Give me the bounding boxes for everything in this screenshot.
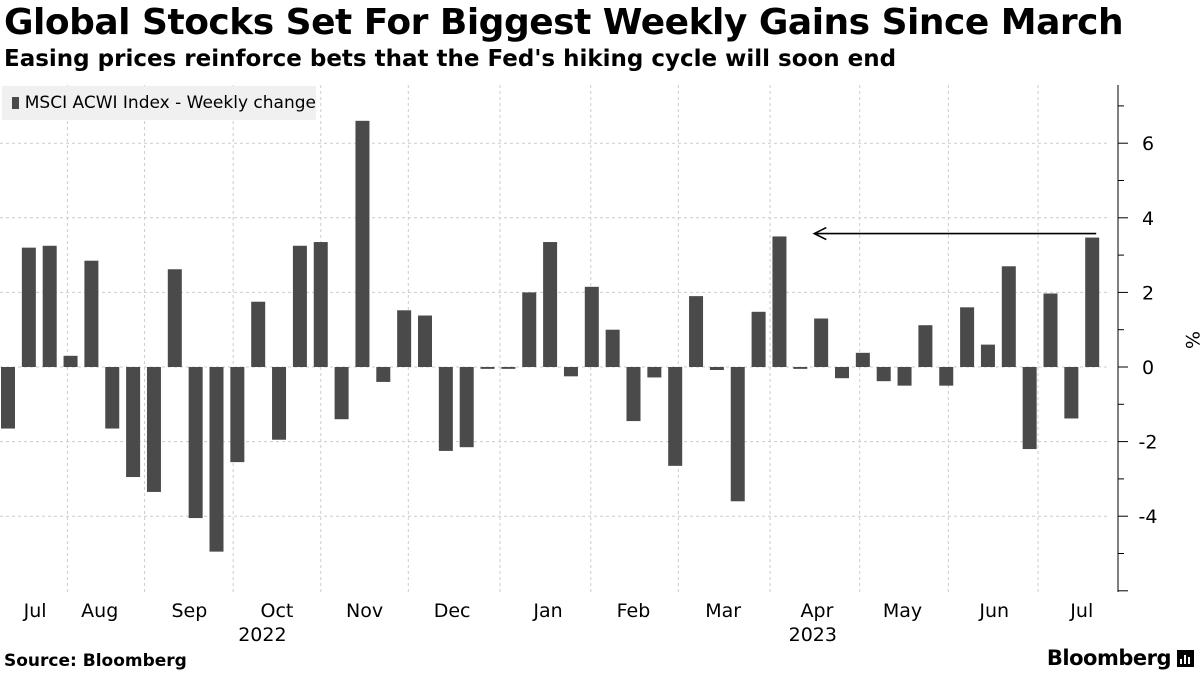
bar (1043, 293, 1058, 367)
bar (272, 367, 287, 440)
x-month-label: Feb (617, 600, 651, 622)
bar (709, 367, 724, 370)
bar (376, 367, 391, 382)
bar (313, 242, 328, 367)
bar (209, 367, 224, 552)
x-month-label: Apr (801, 600, 834, 622)
bar (126, 367, 141, 478)
y-tick-label: 6 (1142, 133, 1154, 155)
bar (939, 367, 954, 386)
x-month-label: Oct (261, 600, 294, 622)
bar (418, 315, 432, 367)
bar (146, 367, 161, 492)
bar (918, 325, 933, 367)
bar (584, 286, 599, 367)
bar (605, 329, 620, 367)
bar (21, 247, 36, 367)
x-month-label: Mar (705, 600, 741, 622)
bar (751, 311, 766, 367)
bar (522, 292, 537, 367)
bar (459, 367, 474, 448)
bar (188, 367, 203, 519)
x-axis-labels: Jul Aug Sep Oct Nov Dec Jan Feb Mar Apr May Jun Jul 2… (23, 600, 1094, 646)
x-year-label: 2023 (789, 624, 837, 646)
bar (84, 260, 99, 367)
bar (355, 120, 370, 367)
brand-logo: Bloomberg (1047, 646, 1194, 670)
x-month-label: Jul (1069, 600, 1093, 622)
x-month-label: Sep (171, 600, 207, 622)
bar (876, 367, 891, 382)
bar (835, 367, 849, 379)
x-month-label: Jan (532, 600, 562, 622)
y-tick-label: 4 (1142, 208, 1154, 230)
bar (855, 352, 870, 367)
annotation (812, 226, 1097, 241)
brand-text: Bloomberg (1046, 646, 1172, 670)
x-year-label: 2022 (238, 624, 286, 646)
bar (668, 367, 683, 466)
bar (230, 367, 245, 463)
y-tick-label: 0 (1142, 357, 1154, 379)
chart-title: Global Stocks Set For Biggest Weekly Gai… (4, 2, 1124, 43)
x-month-label: May (883, 600, 922, 622)
source-note: Source: Bloomberg (4, 651, 187, 671)
bars (1, 120, 1100, 552)
bar (730, 367, 745, 502)
x-month-label: Aug (81, 600, 118, 622)
bar (251, 301, 266, 367)
x-month-label: Nov (346, 600, 383, 622)
y-tick-label: -4 (1139, 506, 1158, 528)
bar (772, 236, 787, 367)
bar (1001, 266, 1016, 367)
bar (793, 367, 808, 369)
bar (105, 367, 120, 429)
bar (960, 307, 975, 367)
bar (897, 367, 912, 386)
bar (626, 367, 641, 422)
legend: MSCI ACWI Index - Weekly change (2, 86, 316, 120)
y-tick-label: -2 (1139, 432, 1158, 454)
bar (647, 367, 662, 378)
bar (480, 367, 495, 369)
bar (1064, 367, 1079, 419)
y-axis-label: % (1181, 331, 1200, 349)
bar (814, 318, 829, 367)
y-tick-label: 2 (1142, 282, 1154, 304)
bar (42, 245, 57, 367)
y-axis: 6 4 2 0 -2 -4% (1117, 85, 1200, 592)
bar (292, 245, 307, 367)
bar (63, 355, 78, 367)
legend-label: MSCI ACWI Index - Weekly change (24, 93, 316, 113)
bar (543, 242, 558, 367)
bar (167, 269, 182, 367)
x-month-label: Jun (978, 600, 1009, 622)
bar (689, 296, 704, 367)
bar (438, 367, 453, 451)
bar (1, 367, 15, 429)
legend-swatch (12, 97, 19, 109)
bar (1085, 237, 1100, 367)
annotation-arrow-head (812, 226, 827, 241)
bar (397, 310, 412, 367)
bar (501, 367, 516, 369)
bar (980, 344, 995, 367)
bar (1022, 367, 1037, 450)
bar (334, 367, 349, 420)
bloomberg-terminal-icon (1177, 649, 1194, 667)
x-month-label: Jul (23, 600, 47, 622)
x-month-label: Dec (434, 600, 471, 622)
chart-subtitle: Easing prices reinforce bets that the Fe… (4, 46, 897, 72)
bar (563, 367, 578, 377)
